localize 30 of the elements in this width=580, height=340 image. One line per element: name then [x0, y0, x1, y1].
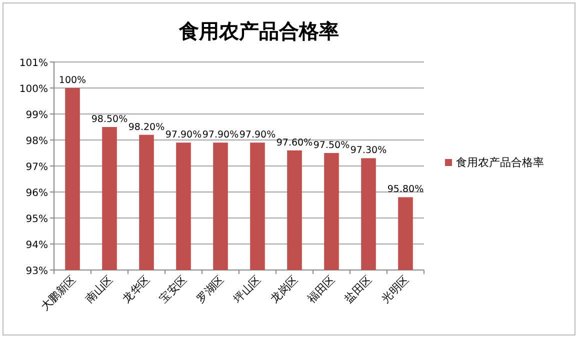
data-label: 97.50% — [313, 140, 350, 151]
x-tick-label: 南山区 — [83, 272, 116, 306]
x-tick-label: 罗湖区 — [194, 272, 227, 306]
y-tick-label: 95% — [26, 214, 48, 225]
data-label: 97.90% — [165, 130, 202, 141]
y-tick-label: 97% — [26, 162, 48, 173]
y-tick-label: 101% — [19, 58, 48, 69]
y-tick-label: 96% — [26, 188, 48, 199]
data-label: 97.60% — [276, 137, 313, 148]
x-tick-label: 坪山区 — [230, 272, 264, 306]
legend-label: 食用农产品合格率 — [456, 156, 544, 169]
y-tick-label: 93% — [26, 266, 48, 277]
x-tick-label: 宝安区 — [157, 272, 190, 306]
y-tick-label: 99% — [26, 110, 48, 121]
data-label: 97.30% — [350, 145, 387, 156]
x-tick-label: 龙岗区 — [268, 272, 301, 306]
x-tick-label: 盐田区 — [342, 272, 375, 306]
data-label: 98.50% — [91, 114, 128, 125]
data-label: 97.90% — [202, 130, 239, 141]
x-tick-label: 龙华区 — [120, 272, 153, 306]
x-tick-label: 福田区 — [305, 272, 338, 306]
y-tick-label: 100% — [19, 84, 48, 95]
data-label: 98.20% — [128, 122, 165, 133]
data-label: 95.80% — [387, 184, 424, 196]
chart-title: 食用农产品合格率 — [178, 19, 339, 43]
data-label: 97.90% — [239, 130, 276, 141]
y-tick-label: 98% — [26, 136, 48, 147]
x-tick-label: 光明区 — [379, 272, 412, 306]
y-tick-label: 94% — [26, 240, 48, 251]
data-label: 100% — [58, 75, 86, 86]
